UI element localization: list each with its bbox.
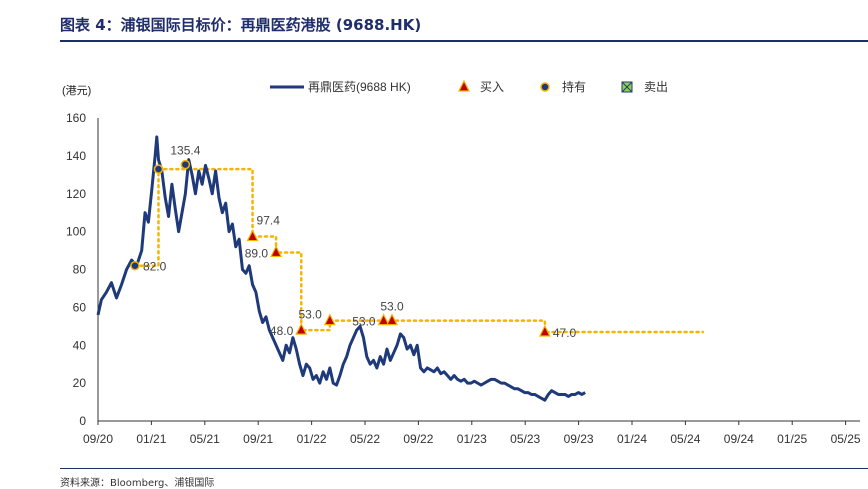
y-tick-label: 80 (73, 263, 87, 277)
marker-label: 89.0 (245, 246, 269, 260)
legend-label: 卖出 (644, 80, 668, 94)
price-line (96, 135, 586, 402)
x-tick-label: 09/20 (83, 432, 113, 446)
y-tick-label: 140 (66, 149, 86, 163)
marker-label: 135.4 (170, 144, 200, 158)
x-tick-label: 05/23 (510, 432, 540, 446)
footer-rule (60, 468, 868, 469)
figure-title: 图表 4：浦银国际目标价：再鼎医药港股 (9688.HK) (60, 16, 422, 34)
legend-swatch-x (621, 81, 633, 93)
x-tick-label: 05/22 (350, 432, 380, 446)
legend-label: 再鼎医药(9688 HK) (308, 80, 411, 94)
title-rule (60, 40, 868, 42)
marker-label: 82.0 (143, 260, 167, 274)
x-tick-label: 09/24 (724, 432, 754, 446)
buy-marker (323, 313, 336, 326)
marker-label: 53.0 (298, 308, 322, 322)
y-tick-label: 0 (79, 414, 86, 428)
y-tick-label: 40 (73, 338, 87, 352)
source-note: 资料来源：Bloomberg、浦银国际 (60, 478, 215, 489)
legend-label: 买入 (480, 80, 504, 94)
chart-legend: 再鼎医药(9688 HK) 买入 持有 卖出 (270, 79, 668, 94)
y-axis-label: (港元) (62, 84, 91, 97)
y-tick-label: 20 (73, 376, 87, 390)
hold-marker (153, 164, 164, 174)
x-tick-label: 09/21 (243, 432, 273, 446)
rating-markers: 82.0 135.4 97.4 89.0 48.0 53.0 53.0 53.0 47.0 (130, 144, 577, 340)
y-tick-label: 120 (66, 187, 86, 201)
marker-label: 53.0 (352, 315, 376, 329)
buy-marker (270, 245, 283, 258)
x-tick-label: 01/22 (297, 432, 327, 446)
buy-marker (386, 313, 398, 326)
y-tick-label: 100 (66, 225, 86, 239)
target-price-line (133, 167, 705, 334)
buy-marker (538, 324, 551, 337)
legend-swatch-circle (540, 82, 550, 92)
x-tick-label: 09/23 (564, 432, 594, 446)
buy-marker (295, 322, 308, 335)
marker-label: 97.4 (257, 214, 281, 228)
price-series (96, 135, 586, 402)
marker-label: 48.0 (270, 324, 294, 338)
x-tick-label: 05/21 (190, 432, 220, 446)
marker-label: 53.0 (380, 300, 404, 314)
target-price-steps (133, 167, 705, 334)
x-tick-label: 01/24 (617, 432, 647, 446)
x-tick-label: 09/22 (403, 432, 433, 446)
y-tick-label: 60 (73, 300, 87, 314)
legend-swatch-triangle (458, 79, 470, 92)
legend-label: 持有 (562, 79, 586, 94)
hold-marker (130, 260, 140, 271)
y-tick-label: 160 (66, 111, 86, 125)
x-tick-label: 05/24 (670, 432, 700, 446)
hold-marker (180, 159, 191, 170)
x-tick-label: 01/23 (457, 432, 487, 446)
buy-marker (246, 229, 259, 242)
x-tick-label: 01/25 (777, 432, 807, 446)
x-tick-label: 01/21 (136, 432, 166, 446)
x-tick-label: 05/25 (831, 432, 861, 446)
buy-marker (377, 313, 390, 326)
marker-label: 47.0 (553, 326, 577, 340)
chart-axes: (港元) 0 20 40 60 80 100 120 140 160 09/20 01/21 05/21… (62, 84, 861, 446)
